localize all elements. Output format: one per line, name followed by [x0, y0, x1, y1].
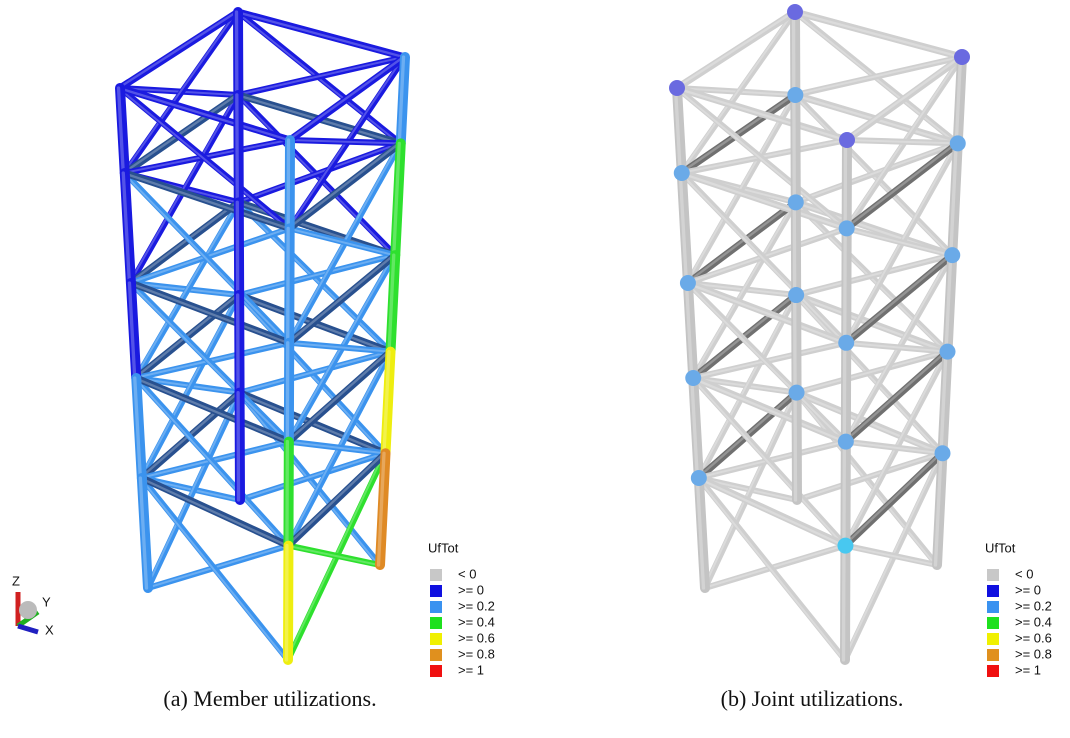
legend-label: >= 0.6: [1015, 630, 1052, 645]
legend-label: >= 0.8: [1015, 646, 1052, 661]
brace: [699, 478, 845, 660]
joint: [838, 335, 854, 351]
joint: [787, 87, 803, 103]
figure: Z Y X (a) Member utilizations. (b) Joint…: [0, 0, 1070, 738]
legend-swatch: [987, 617, 999, 629]
legend-swatch: [430, 665, 442, 677]
legend-label: >= 0.4: [1015, 614, 1052, 629]
joint: [838, 434, 854, 450]
joint: [787, 4, 803, 20]
brace: [142, 478, 288, 660]
legend-label: >= 1: [1015, 662, 1041, 677]
joint: [935, 445, 951, 461]
x-label: X: [45, 622, 54, 637]
legend-label: >= 1: [458, 662, 484, 677]
horizontal-highlight: [140, 478, 287, 546]
brace-highlight: [140, 478, 286, 660]
legend-label: >= 0: [1015, 582, 1041, 597]
legend-label: >= 0.4: [458, 614, 495, 629]
horizontal-highlight: [676, 12, 794, 88]
joint: [691, 470, 707, 486]
joint: [674, 165, 690, 181]
y-label: Y: [42, 594, 51, 609]
legend-title: UfTot: [985, 540, 1016, 555]
legend-label: >= 0: [458, 582, 484, 597]
brace-highlight: [697, 478, 843, 660]
legend-swatch: [430, 617, 442, 629]
joint: [788, 194, 804, 210]
joint: [944, 247, 960, 263]
horizontal-highlight: [288, 143, 399, 228]
brace: [688, 95, 795, 283]
legend-swatch: [987, 601, 999, 613]
legend-label: < 0: [458, 566, 476, 581]
legend-swatch: [430, 649, 442, 661]
legend-title: UfTot: [428, 540, 459, 555]
legend-label: < 0: [1015, 566, 1033, 581]
axes-triad: Z Y X: [12, 573, 54, 637]
joint: [950, 135, 966, 151]
caption: (b) Joint utilizations.: [721, 686, 904, 711]
legend-swatch: [430, 601, 442, 613]
joint: [839, 220, 855, 236]
joint: [940, 344, 956, 360]
joint: [789, 385, 805, 401]
joint: [680, 275, 696, 291]
joint: [954, 49, 970, 65]
legend-swatch: [430, 585, 442, 597]
legend-swatch: [430, 569, 442, 581]
legend-swatch: [987, 585, 999, 597]
towers: [119, 4, 971, 660]
joint: [837, 538, 853, 554]
legend-label: >= 0.6: [458, 630, 495, 645]
x-axis: [18, 626, 38, 632]
joint: [788, 287, 804, 303]
caption: (a) Member utilizations.: [163, 686, 376, 711]
legend-label: >= 0.2: [1015, 598, 1052, 613]
brace: [131, 95, 238, 283]
horizontal-highlight: [697, 478, 844, 546]
joint: [669, 80, 685, 96]
horizontal-highlight: [845, 143, 956, 228]
joint: [685, 370, 701, 386]
legend-label: >= 0.8: [458, 646, 495, 661]
joint: [839, 132, 855, 148]
legend-swatch: [987, 569, 999, 581]
legend-swatch: [987, 649, 999, 661]
legend-swatch: [430, 633, 442, 645]
z-label: Z: [12, 573, 20, 588]
legend-swatch: [987, 633, 999, 645]
triad-ball: [19, 601, 37, 619]
horizontal-highlight: [119, 12, 237, 88]
legend-swatch: [987, 665, 999, 677]
legend-label: >= 0.2: [458, 598, 495, 613]
